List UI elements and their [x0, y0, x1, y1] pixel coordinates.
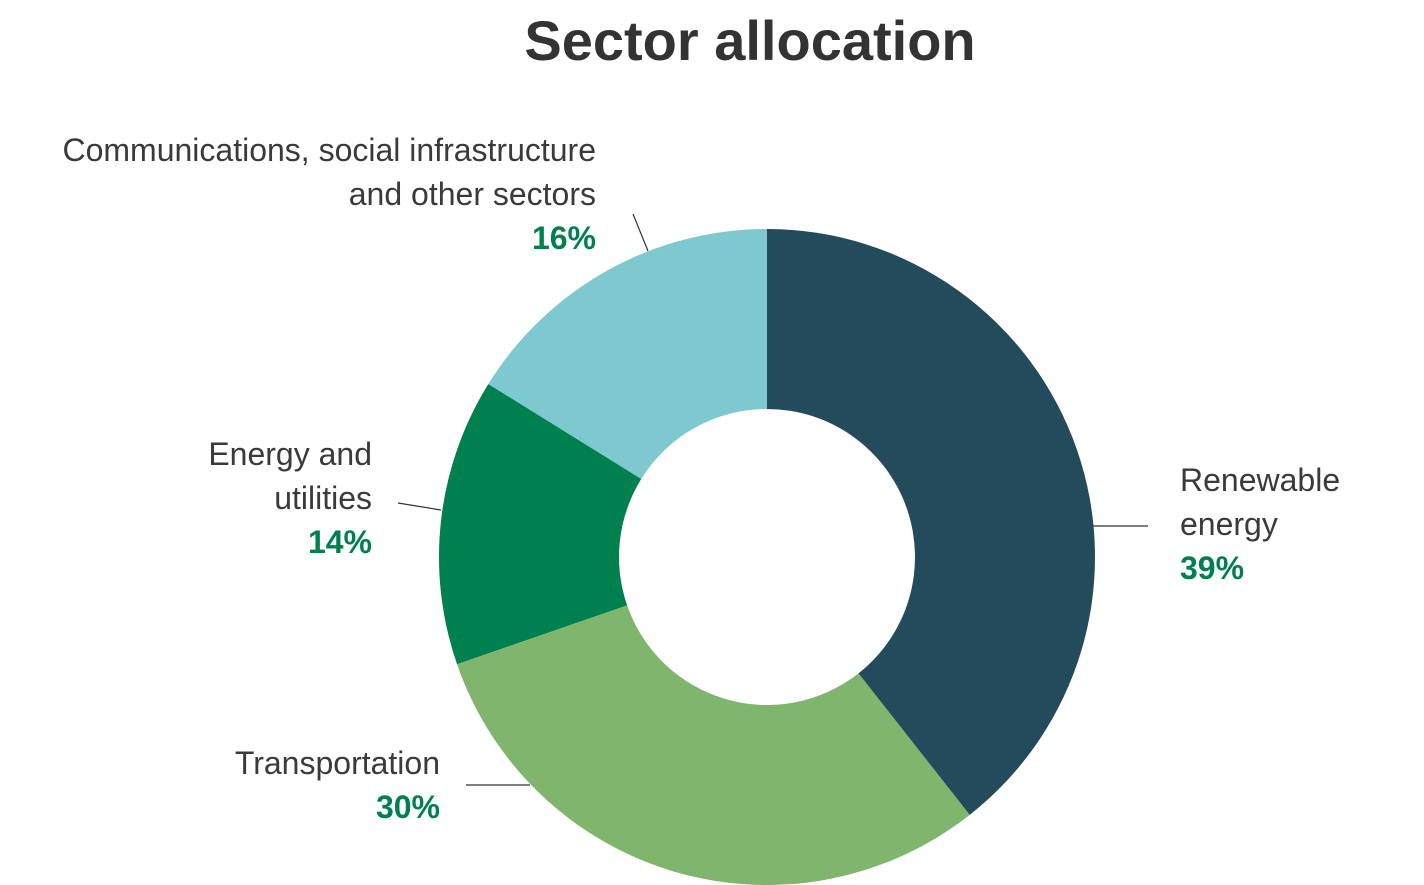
leader-line	[397, 502, 442, 511]
leader-lines	[397, 213, 1148, 786]
leader-line	[632, 213, 649, 252]
slice-label: Energy and utilities 14%	[162, 432, 372, 564]
category-label: Transportation	[234, 745, 440, 781]
donut-slice	[488, 228, 767, 479]
donut-slice	[767, 229, 1095, 815]
value-label: 16%	[531, 220, 596, 256]
value-label: 14%	[307, 524, 372, 560]
slice-label: Communications, social infrastructure an…	[20, 128, 596, 260]
slice-label: Transportation 30%	[100, 741, 440, 829]
slice-label: Renewable energy 39%	[1180, 458, 1380, 590]
value-label: 30%	[375, 789, 440, 825]
category-label: Communications, social infrastructure an…	[62, 132, 596, 212]
chart-title: Sector allocation	[524, 9, 976, 72]
category-label: Energy and utilities	[208, 436, 372, 516]
value-label: 39%	[1180, 550, 1245, 586]
category-label: Renewable energy	[1180, 462, 1341, 542]
donut-slice	[457, 605, 970, 885]
donut-slice	[438, 384, 642, 665]
